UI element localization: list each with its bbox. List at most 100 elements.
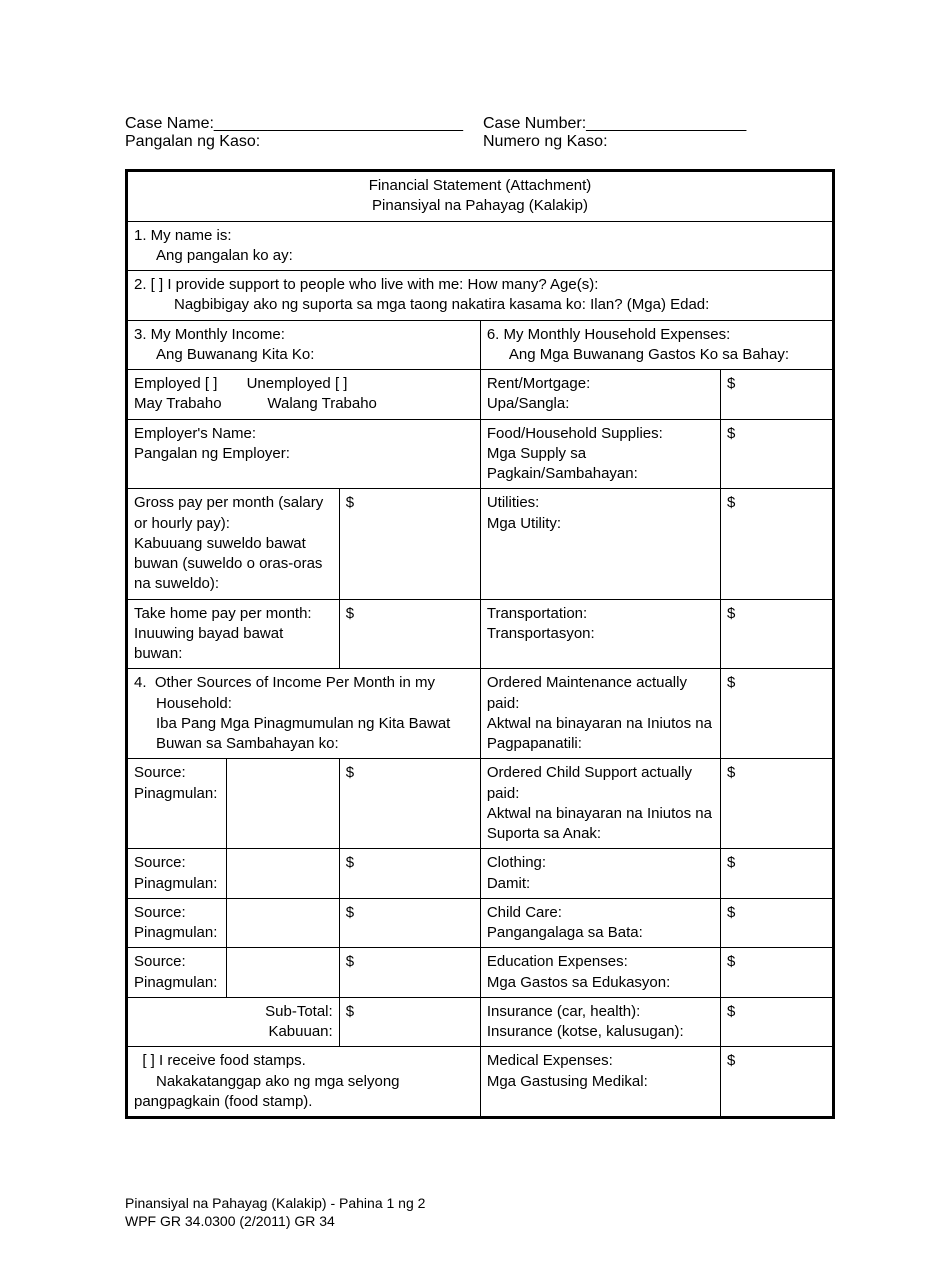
food-amount[interactable]: $ — [721, 419, 834, 489]
care-tl: Pangangalaga sa Bata: — [487, 924, 643, 941]
case-number-en: Case Number:__________________ — [477, 115, 835, 133]
child-en: Ordered Child Support actually paid: — [487, 764, 692, 801]
cloth-tl: Damit: — [487, 875, 530, 892]
source-1-value[interactable] — [226, 759, 339, 849]
employment-status: Employed [ ] Unemployed [ ] May Trabaho … — [127, 370, 481, 420]
title-tl: Pinansiyal na Pahayag (Kalakip) — [372, 197, 588, 214]
subtotal-en: Sub-Total: — [265, 1003, 333, 1020]
insurance-amount[interactable]: $ — [721, 997, 834, 1047]
takehome-amount[interactable]: $ — [339, 599, 480, 669]
case-number-blank-line[interactable]: __________________ — [586, 115, 746, 132]
childsupport-amount[interactable]: $ — [721, 759, 834, 849]
source-4-amount[interactable]: $ — [339, 948, 480, 998]
maint-en: Ordered Maintenance actually paid: — [487, 674, 687, 711]
source-3-amount[interactable]: $ — [339, 898, 480, 948]
utilities-label: Utilities: Mga Utility: — [480, 489, 720, 599]
ins-en: Insurance (car, health): — [487, 1003, 640, 1020]
med-en: Medical Expenses: — [487, 1052, 613, 1069]
source-2-amount[interactable]: $ — [339, 849, 480, 899]
foodstamps-tl2: pangpagkain (food stamp). — [134, 1093, 312, 1110]
question-1: 1. My name is: Ang pangalan ko ay: — [127, 221, 834, 271]
footer-line1: Pinansiyal na Pahayag (Kalakip) - Pahina… — [125, 1194, 835, 1212]
source-3-value[interactable] — [226, 898, 339, 948]
takehome-tl: Inuuwing bayad bawat buwan: — [134, 625, 283, 662]
care-en: Child Care: — [487, 904, 562, 921]
employer-tl: Pangalan ng Employer: — [134, 445, 290, 462]
source-4-label: Source: Pinagmulan: — [127, 948, 227, 998]
unemployed-tl: Walang Trabaho — [267, 395, 377, 412]
rent-en: Rent/Mortgage: — [487, 375, 590, 392]
food-en: Food/Household Supplies: — [487, 425, 663, 442]
source-1-amount[interactable]: $ — [339, 759, 480, 849]
child-tl: Aktwal na binayaran na Iniutos na Suport… — [487, 805, 712, 842]
clothing-label: Clothing: Damit: — [480, 849, 720, 899]
employer-name: Employer's Name: Pangalan ng Employer: — [127, 419, 481, 489]
util-tl: Mga Utility: — [487, 515, 561, 532]
case-name-blank-line[interactable]: ____________________________ — [214, 115, 463, 132]
financial-statement-table: Financial Statement (Attachment) Pinansi… — [125, 169, 835, 1119]
q4-tl: Iba Pang Mga Pinagmumulan ng Kita BawatB… — [134, 714, 450, 755]
clothing-amount[interactable]: $ — [721, 849, 834, 899]
question-4-header: 4. Other Sources of Income Per Month in … — [127, 669, 481, 759]
maintenance-amount[interactable]: $ — [721, 669, 834, 759]
source-2-value[interactable] — [226, 849, 339, 899]
transportation-label: Transportation: Transportasyon: — [480, 599, 720, 669]
subtotal-label: Sub-Total: Kabuuan: — [127, 997, 340, 1047]
rent-amount[interactable]: $ — [721, 370, 834, 420]
education-amount[interactable]: $ — [721, 948, 834, 998]
question-2: 2. [ ] I provide support to people who l… — [127, 271, 834, 321]
ins-tl: Insurance (kotse, kalusugan): — [487, 1023, 684, 1040]
case-number-tl: Numero ng Kaso: — [477, 133, 835, 151]
childcare-amount[interactable]: $ — [721, 898, 834, 948]
q6-en: 6. My Monthly Household Expenses: — [487, 326, 730, 343]
food-label: Food/Household Supplies: Mga Supply sa P… — [480, 419, 720, 489]
q3-tl: Ang Buwanang Kita Ko: — [134, 345, 314, 365]
title-en: Financial Statement (Attachment) — [369, 177, 592, 194]
subtotal-amount[interactable]: $ — [339, 997, 480, 1047]
q4-en: 4. Other Sources of Income Per Month in … — [134, 674, 435, 711]
childcare-label: Child Care: Pangangalaga sa Bata: — [480, 898, 720, 948]
gross-pay-label: Gross pay per month (salary or hourly pa… — [127, 489, 340, 599]
gross-tl: Kabuuang suweldo bawat buwan (suweldo o … — [134, 535, 322, 593]
util-en: Utilities: — [487, 494, 540, 511]
utilities-amount[interactable]: $ — [721, 489, 834, 599]
education-label: Education Expenses: Mga Gastos sa Edukas… — [480, 948, 720, 998]
employed-en[interactable]: Employed [ ] — [134, 375, 217, 392]
employed-tl: May Trabaho — [134, 395, 222, 412]
food-tl: Mga Supply sa Pagkain/Sambahayan: — [487, 445, 638, 482]
q1-tl: Ang pangalan ko ay: — [134, 246, 293, 266]
medical-label: Medical Expenses: Mga Gastusing Medikal: — [480, 1047, 720, 1118]
source-tl: Pinagmulan: — [134, 924, 217, 941]
page-footer: Pinansiyal na Pahayag (Kalakip) - Pahina… — [125, 1194, 835, 1230]
insurance-label: Insurance (car, health): Insurance (kots… — [480, 997, 720, 1047]
source-1-label: Source: Pinagmulan: — [127, 759, 227, 849]
source-en: Source: — [134, 854, 186, 871]
source-en: Source: — [134, 764, 186, 781]
footer-line2: WPF GR 34.0300 (2/2011) GR 34 — [125, 1212, 835, 1230]
employer-en: Employer's Name: — [134, 425, 256, 442]
question-6-header: 6. My Monthly Household Expenses: Ang Mg… — [480, 320, 833, 370]
transportation-amount[interactable]: $ — [721, 599, 834, 669]
source-en: Source: — [134, 953, 186, 970]
q1-en: 1. My name is: — [134, 227, 232, 244]
unemployed-en[interactable]: Unemployed [ ] — [247, 375, 348, 392]
foodstamps: [ ] I receive food stamps. Nakakatanggap… — [127, 1047, 481, 1118]
question-3-header: 3. My Monthly Income: Ang Buwanang Kita … — [127, 320, 481, 370]
source-tl: Pinagmulan: — [134, 875, 217, 892]
foodstamps-en[interactable]: [ ] I receive food stamps. — [142, 1052, 305, 1069]
source-en: Source: — [134, 904, 186, 921]
trans-tl: Transportasyon: — [487, 625, 595, 642]
childsupport-label: Ordered Child Support actually paid: Akt… — [480, 759, 720, 849]
maintenance-label: Ordered Maintenance actually paid: Aktwa… — [480, 669, 720, 759]
edu-en: Education Expenses: — [487, 953, 628, 970]
source-4-value[interactable] — [226, 948, 339, 998]
form-title: Financial Statement (Attachment) Pinansi… — [127, 171, 834, 222]
header-fields: Case Name:____________________________ C… — [125, 115, 835, 151]
source-2-label: Source: Pinagmulan: — [127, 849, 227, 899]
gross-pay-amount[interactable]: $ — [339, 489, 480, 599]
case-name-en: Case Name:____________________________ — [125, 115, 477, 133]
q3-en: 3. My Monthly Income: — [134, 326, 285, 343]
medical-amount[interactable]: $ — [721, 1047, 834, 1118]
med-tl: Mga Gastusing Medikal: — [487, 1073, 648, 1090]
q6-tl: Ang Mga Buwanang Gastos Ko sa Bahay: — [487, 345, 789, 365]
